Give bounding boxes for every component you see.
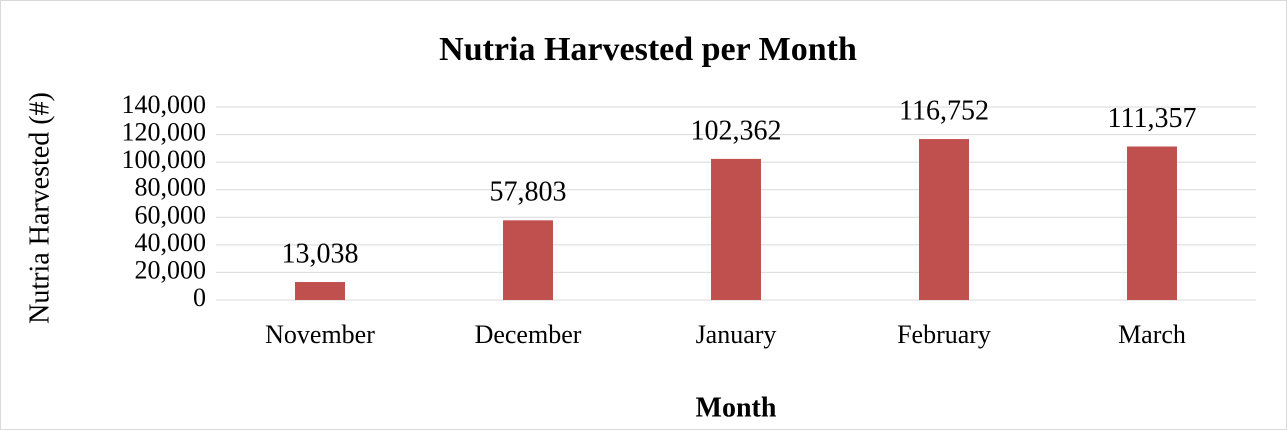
data-label: 116,752 xyxy=(899,95,989,126)
data-label: 13,038 xyxy=(282,238,359,269)
x-tick-label: March xyxy=(1118,320,1186,349)
bar xyxy=(919,139,969,300)
y-tick-label: 20,000 xyxy=(135,255,207,284)
data-label: 102,362 xyxy=(691,115,782,146)
x-tick-label: November xyxy=(265,320,375,349)
x-tick-label: February xyxy=(897,320,991,349)
y-tick-label: 120,000 xyxy=(122,118,207,147)
x-tick-label: December xyxy=(475,320,582,349)
bar xyxy=(295,282,345,300)
x-tick-label: January xyxy=(696,320,777,349)
y-tick-label: 140,000 xyxy=(122,90,207,119)
chart-title: Nutria Harvested per Month xyxy=(439,31,857,68)
y-tick-label: 100,000 xyxy=(122,145,207,174)
y-tick-label: 40,000 xyxy=(135,228,207,257)
y-axis-label: Nutria Harvested (#) xyxy=(24,92,55,324)
y-tick-label: 80,000 xyxy=(135,173,207,202)
bar xyxy=(1127,146,1177,300)
bar xyxy=(503,220,553,300)
y-tick-label: 60,000 xyxy=(135,200,207,229)
y-tick-label: 0 xyxy=(193,283,206,312)
data-label: 111,357 xyxy=(1108,103,1197,134)
bar xyxy=(711,158,761,300)
data-label: 57,803 xyxy=(490,177,567,208)
x-axis-label: Month xyxy=(696,392,777,423)
